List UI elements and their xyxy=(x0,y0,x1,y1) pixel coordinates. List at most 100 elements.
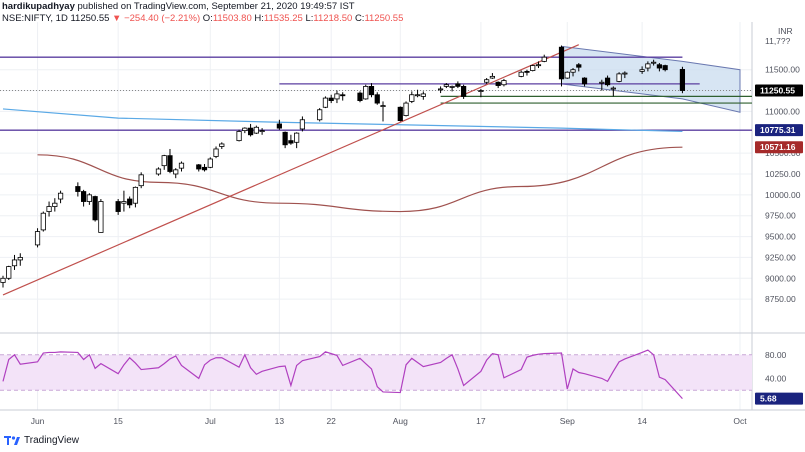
candle-body xyxy=(115,201,121,212)
candle-body xyxy=(81,191,87,202)
candle xyxy=(75,182,81,197)
candle xyxy=(420,91,426,100)
candle-body xyxy=(98,201,104,233)
candle-body xyxy=(437,88,444,91)
candle-body xyxy=(127,198,133,206)
high-label: H: xyxy=(254,13,264,24)
published-text: published on TradingView.com, September … xyxy=(77,1,355,12)
candle-body xyxy=(138,174,144,187)
last-price-tag-bg xyxy=(755,84,803,97)
y-tick-label: 11500.00 xyxy=(765,65,800,75)
candle xyxy=(645,61,651,72)
candle xyxy=(374,92,380,105)
candle-body xyxy=(207,158,213,168)
candle xyxy=(201,163,208,172)
candle-body xyxy=(173,169,179,175)
candle xyxy=(564,71,570,79)
level-tag-bg xyxy=(755,124,803,137)
currency-unit: INR xyxy=(778,26,793,36)
rsi-band xyxy=(0,354,752,391)
symbol-info: NSE:NIFTY, 1D 11250.55 ▼ −254.40 (−2.21%… xyxy=(2,13,403,24)
y-tick-label: 10000.00 xyxy=(765,190,801,200)
candle xyxy=(253,125,259,134)
candles xyxy=(0,45,686,288)
candle xyxy=(247,123,254,137)
candle-body xyxy=(518,71,524,77)
down-arrow-icon: ▼ xyxy=(112,13,122,24)
x-tick-label: 14 xyxy=(637,416,647,426)
last-price-tag-text: 11250.55 xyxy=(760,86,795,96)
author-name[interactable]: hardikupadhyay xyxy=(2,1,75,12)
candle xyxy=(581,77,588,87)
candle xyxy=(213,146,219,159)
candle xyxy=(610,86,616,97)
candle-body xyxy=(622,72,628,75)
candle xyxy=(518,70,524,78)
candle-body xyxy=(52,202,58,207)
y-tick-partial: 11,7?? xyxy=(765,36,791,46)
candle xyxy=(155,167,162,176)
candle-body xyxy=(645,63,651,69)
y-tick-label: 9250.00 xyxy=(765,252,796,262)
candle-body xyxy=(282,131,288,146)
candle xyxy=(40,211,46,232)
candle-body xyxy=(420,93,426,97)
candle xyxy=(449,85,455,92)
candle-body xyxy=(403,102,409,117)
symbol-name[interactable]: NSE:NIFTY, 1D xyxy=(2,13,68,24)
candle xyxy=(530,64,536,72)
candle-body xyxy=(397,106,403,122)
last-price: 11250.55 xyxy=(70,13,110,24)
candle-body xyxy=(259,130,265,133)
candle xyxy=(524,69,530,76)
candle-body xyxy=(132,186,139,204)
y-tick-label: 8750.00 xyxy=(765,294,796,304)
candle-body xyxy=(414,94,421,97)
candle-body xyxy=(639,69,645,72)
tradingview-logo-icon xyxy=(4,436,20,445)
rsi-tick-label: 80.00 xyxy=(765,350,787,360)
candle-body xyxy=(328,97,334,101)
candle-body xyxy=(581,77,588,85)
x-tick-label: Jul xyxy=(205,416,216,426)
open-label: O: xyxy=(202,13,213,24)
candle xyxy=(34,228,41,248)
close-value: 11250.55 xyxy=(364,13,404,24)
brand[interactable]: TradingView xyxy=(4,434,79,446)
candle xyxy=(57,190,64,204)
candle xyxy=(242,127,248,134)
candle xyxy=(0,275,6,288)
candle-body xyxy=(357,92,363,101)
candle xyxy=(604,75,611,87)
candle xyxy=(403,101,409,117)
candle xyxy=(52,198,58,212)
candle-body xyxy=(455,83,461,87)
candle xyxy=(478,88,484,98)
y-tick-label: 11000.00 xyxy=(765,106,800,116)
candle xyxy=(455,81,461,89)
candle-body xyxy=(0,277,6,283)
candle xyxy=(11,254,18,270)
candle-body xyxy=(288,140,294,144)
candle xyxy=(437,86,444,94)
candle xyxy=(535,61,542,69)
rsi-tag: 5.68 xyxy=(755,392,803,405)
x-tick-label: Oct xyxy=(733,416,747,426)
candle xyxy=(576,63,582,72)
close-label: C: xyxy=(354,13,365,24)
candle-body xyxy=(11,259,18,267)
candle-body xyxy=(541,56,547,62)
candle-body xyxy=(409,94,415,102)
candle xyxy=(81,189,87,207)
candle xyxy=(397,106,403,122)
overlays xyxy=(0,44,752,296)
candle xyxy=(679,66,686,94)
candle-body xyxy=(253,126,259,134)
candle-body xyxy=(461,86,467,97)
candle xyxy=(461,84,467,99)
candle-body xyxy=(299,119,306,130)
candle-body xyxy=(368,86,375,96)
candle-body xyxy=(40,212,46,231)
candle-body xyxy=(201,166,208,171)
low-value: 11218.50 xyxy=(313,13,353,24)
